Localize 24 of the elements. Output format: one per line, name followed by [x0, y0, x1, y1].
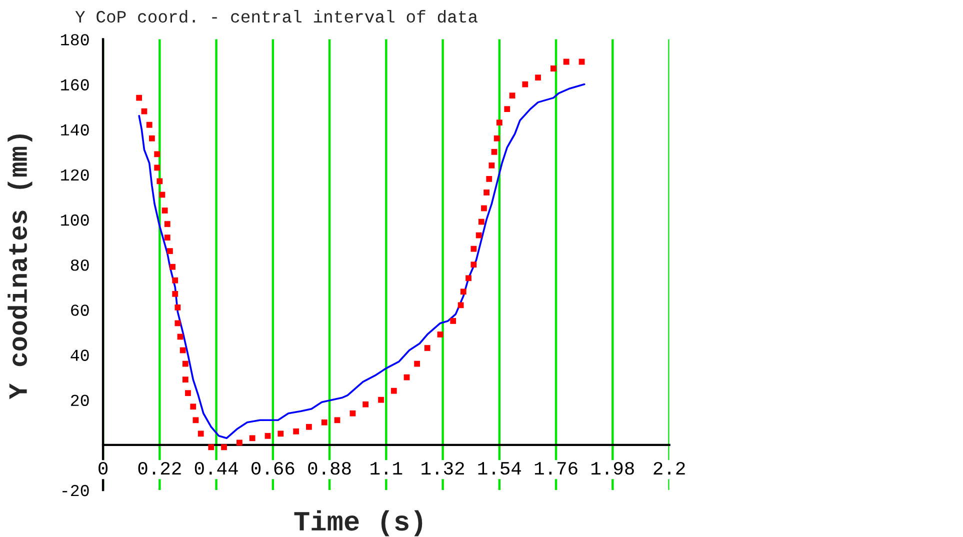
- y-tick-label: 180: [61, 34, 89, 46]
- x-tick-label: 1.32: [422, 462, 464, 475]
- x-tick-label: 0.22: [138, 462, 181, 475]
- x-tick-label: 1.1: [370, 462, 402, 474]
- y-tick-label: 160: [61, 79, 89, 90]
- x-tick-label: 0.44: [194, 462, 238, 475]
- y-tick-label: 60: [71, 304, 89, 316]
- y-tick-label: -20: [62, 484, 89, 496]
- x-tick-label: 0: [98, 462, 108, 475]
- x-tick-label: 0.66: [252, 462, 294, 475]
- x-tick-label: 1.98: [592, 462, 634, 475]
- y-tick-label: 120: [61, 169, 89, 181]
- y-axis-title: Y coodinates (mm): [8, 134, 32, 400]
- x-tick-label: 0.88: [308, 462, 351, 475]
- y-tick-label: 40: [70, 350, 89, 361]
- chart-title: Y CoP coord. - central interval of data: [75, 10, 478, 23]
- y-tick-label: 80: [70, 259, 89, 271]
- x-tick-label: 2.2: [654, 462, 685, 474]
- y-tick-label: 100: [61, 214, 89, 226]
- x-axis-title: Time (s): [294, 510, 422, 536]
- y-tick-label: 140: [61, 124, 89, 136]
- y-tick-label: 20: [71, 394, 89, 406]
- x-tick-label: 1.76: [534, 462, 578, 475]
- x-tick-label: 1.54: [478, 462, 521, 475]
